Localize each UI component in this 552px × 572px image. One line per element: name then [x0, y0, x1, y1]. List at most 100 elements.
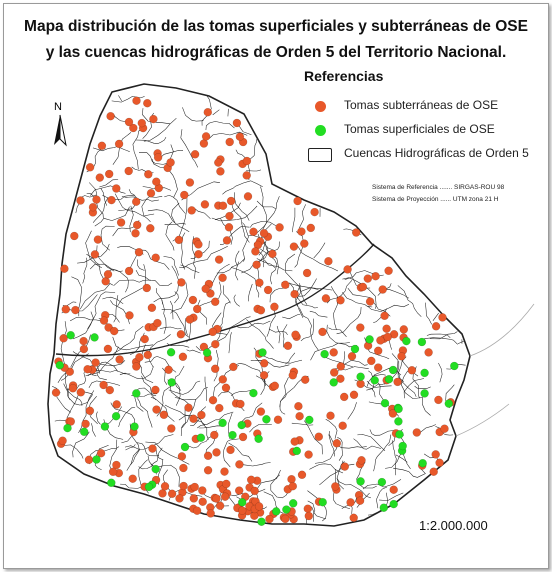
basin-line [285, 253, 302, 293]
basin-line [164, 195, 186, 214]
basin-line [156, 385, 172, 417]
subterranean-point [61, 305, 71, 314]
basin-line [282, 324, 288, 348]
projection-system: Sistema de Proyección ...... UTM zona 21… [372, 196, 499, 203]
subterranean-point [358, 282, 368, 292]
basin-line [143, 117, 177, 142]
subterranean-point [314, 432, 324, 441]
subterranean-point [249, 227, 258, 237]
basin-line [125, 444, 136, 451]
legend-item-basins: Cuencas Hidrográficas de Orden 5 [304, 146, 534, 166]
subterranean-point [177, 452, 187, 461]
map-canvas [47, 83, 535, 527]
subterranean-point [146, 224, 155, 233]
subterranean-point [373, 346, 383, 356]
subterranean-point [112, 460, 121, 470]
basin-line [79, 283, 110, 310]
superficial-point [292, 446, 302, 456]
superficial-point [63, 423, 72, 433]
subterranean-point [60, 264, 69, 273]
basin-line [223, 438, 239, 468]
subterranean-point [384, 266, 393, 276]
basin-line [162, 367, 168, 385]
basin-line [385, 451, 403, 469]
basin-line [326, 280, 353, 304]
basin-line [96, 411, 101, 425]
subterranean-point [210, 364, 220, 374]
superficial-point [420, 389, 429, 398]
subterranean-point [105, 385, 115, 395]
basin-line [228, 442, 253, 462]
subterranean-point [194, 240, 203, 249]
basin-line [170, 282, 189, 314]
basin-line [238, 125, 252, 135]
subterranean-point [85, 163, 95, 172]
basin-line [257, 196, 280, 233]
subterranean-point [321, 294, 331, 303]
subterranean-point [179, 481, 188, 491]
basin-line [85, 374, 97, 377]
subterranean-point [225, 137, 234, 147]
superficial-point [398, 441, 407, 451]
subterranean-point [238, 432, 248, 442]
basin-line [457, 340, 465, 344]
basin-line [181, 232, 186, 270]
basin-line [175, 382, 181, 406]
subterranean-point [132, 96, 141, 105]
basin-line [179, 245, 228, 269]
subterranean-point [303, 504, 313, 513]
basin-line [263, 355, 303, 364]
subterranean-point [259, 228, 269, 238]
subterranean-point [329, 368, 339, 377]
basin-line [132, 125, 147, 170]
legend-item-superficial: Tomas superficiales de OSE [304, 122, 534, 142]
subterranean-point [281, 514, 290, 524]
basin-line [118, 95, 123, 102]
subterranean-point [246, 475, 256, 485]
subterranean-point [304, 511, 314, 521]
subterranean-point [124, 266, 134, 276]
subterranean-point [356, 323, 365, 332]
superficial-point [384, 374, 394, 384]
subterranean-point [201, 284, 210, 294]
basin-line [180, 129, 199, 168]
superficial-point [417, 337, 427, 347]
subterranean-point [199, 139, 209, 148]
basin-line [256, 200, 276, 209]
subterranean-point [424, 348, 433, 357]
basin-line [231, 267, 260, 298]
basin-line [199, 425, 223, 429]
subterranean-point [235, 132, 245, 141]
subterranean-point [412, 428, 422, 437]
subterranean-point [88, 202, 98, 212]
basin-line [429, 331, 458, 340]
subterranean-point [109, 326, 119, 336]
subterranean-point [232, 118, 242, 128]
subterranean-point [128, 474, 137, 483]
map-frame: Mapa distribución de las tomas superfici… [3, 3, 549, 569]
superficial-point [257, 517, 266, 526]
subterranean-point [59, 334, 68, 343]
subterranean-point [190, 482, 199, 492]
subterranean-point [270, 302, 279, 312]
superficial-point [394, 404, 403, 414]
basin-line [414, 385, 431, 389]
basin-line [282, 313, 301, 320]
subterranean-point [106, 111, 115, 121]
basin-line [253, 347, 271, 389]
subterranean-point [429, 467, 438, 476]
basin-line [91, 423, 96, 437]
subterranean-point [151, 253, 160, 262]
superficial-point [271, 507, 281, 516]
subterranean-point [188, 295, 198, 305]
subterranean-point [131, 229, 140, 238]
subterranean-point [250, 486, 259, 496]
map-title-line-1: Mapa distribución de las tomas superfici… [24, 18, 528, 35]
subterranean-point [184, 403, 193, 412]
subterranean-point [189, 494, 199, 503]
subterranean-point [201, 132, 211, 141]
basin-line [367, 304, 410, 312]
subterranean-point [252, 260, 261, 269]
superficial-point [66, 330, 75, 340]
basin-line [113, 295, 119, 323]
